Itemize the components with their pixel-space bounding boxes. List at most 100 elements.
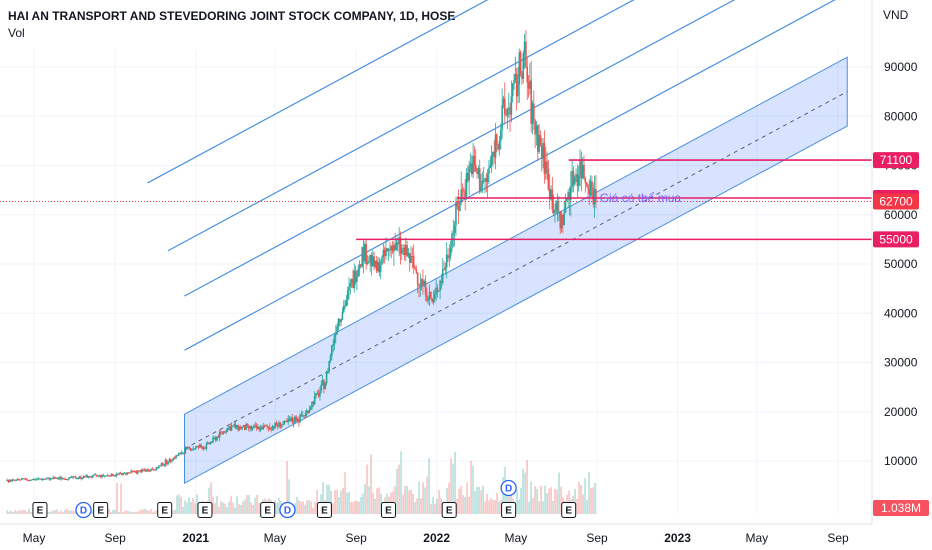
candle [44, 478, 47, 480]
candle-body [313, 395, 316, 405]
earnings-marker[interactable]: E [93, 502, 109, 518]
dividend-marker[interactable]: D [75, 501, 92, 519]
candle-body [331, 345, 333, 356]
candle [61, 477, 64, 480]
volume-bar [340, 490, 342, 514]
candle [238, 426, 241, 432]
candle [164, 457, 167, 468]
volume-bar [246, 495, 248, 514]
candle-body [76, 478, 78, 480]
candle-body [230, 425, 233, 431]
candle [522, 50, 525, 84]
earnings-marker[interactable]: E [157, 502, 173, 518]
candle [593, 175, 596, 218]
candle-body [100, 475, 102, 478]
candle [125, 472, 127, 476]
candle-body [111, 473, 114, 476]
candle [412, 244, 415, 275]
earnings-marker[interactable]: E [441, 502, 457, 518]
candle-body [210, 441, 213, 443]
volume-bar [244, 499, 246, 514]
candle-body [342, 305, 345, 313]
time-axis[interactable]: May Sep 2021 May Sep 2022 May Sep 2023 May Sep [23, 531, 849, 545]
candle-body [23, 478, 26, 480]
candle-body [28, 480, 31, 482]
volume-bar [236, 496, 238, 514]
candle [461, 183, 464, 200]
candle [291, 414, 294, 425]
candle [109, 475, 111, 477]
candle-body [142, 469, 144, 471]
volume-bar [448, 482, 450, 514]
volume-value-bg [873, 500, 929, 516]
volume-bar [208, 487, 210, 514]
candle [591, 175, 593, 200]
candle [402, 244, 404, 255]
candle-body [140, 469, 143, 473]
candle-body [307, 410, 309, 413]
candle-body [86, 475, 89, 478]
candle-body [473, 155, 476, 166]
volume-bar [540, 485, 542, 514]
event-marker-label: D [505, 484, 512, 495]
volume-bar [322, 482, 324, 514]
candle [440, 273, 443, 290]
candle [403, 244, 406, 261]
candle-body [167, 462, 169, 465]
candle-body [176, 455, 179, 457]
candle [216, 436, 218, 442]
candle-body [275, 422, 278, 426]
candle-body [357, 268, 360, 277]
candle-body [506, 109, 509, 116]
dividend-marker[interactable]: D [500, 479, 517, 497]
candle-body [418, 283, 420, 287]
volume-bar [378, 487, 380, 514]
price-tick-label: 60000 [884, 208, 918, 222]
earnings-marker[interactable]: E [260, 502, 276, 518]
candle-body [441, 269, 444, 283]
candle [84, 475, 86, 478]
candle-body [467, 173, 469, 181]
candle [65, 478, 68, 481]
earnings-marker[interactable]: E [380, 502, 396, 518]
price-axis[interactable]: 1000020000300004000050000600007000080000… [871, 0, 918, 524]
candlesticks [6, 30, 597, 483]
candle-body [195, 446, 197, 449]
candle-body [530, 80, 532, 124]
candle [575, 168, 577, 183]
candle-body [53, 477, 56, 479]
earnings-marker[interactable]: E [561, 502, 577, 518]
earnings-marker[interactable]: E [316, 502, 332, 518]
dividend-marker[interactable]: D [279, 501, 296, 519]
candle-body [27, 480, 29, 482]
candle [502, 95, 505, 109]
candle-body [544, 161, 547, 174]
candle-body [209, 441, 212, 444]
candle [464, 178, 466, 211]
candle [373, 251, 375, 270]
candle-body [59, 477, 61, 479]
candle-body [552, 209, 555, 214]
channel-parallel-line-3 [167, 0, 635, 252]
earnings-marker[interactable]: E [501, 502, 517, 518]
candle-body [542, 142, 544, 159]
candle-body [382, 249, 385, 258]
candle [432, 290, 435, 305]
volume-bar [412, 493, 414, 514]
volume-bar [536, 488, 538, 514]
candle [304, 410, 307, 419]
volume-bar [456, 498, 458, 514]
candle-body [221, 432, 224, 434]
candle-body [37, 478, 40, 480]
candle [468, 160, 470, 195]
candle-body [241, 427, 243, 429]
candle [352, 269, 354, 289]
candle [505, 108, 507, 117]
candle-body [68, 477, 70, 480]
candle-body [478, 168, 481, 192]
earnings-marker[interactable]: E [32, 502, 48, 518]
candle [434, 288, 436, 304]
earnings-marker[interactable]: E [197, 502, 213, 518]
volume-bar [218, 506, 220, 514]
